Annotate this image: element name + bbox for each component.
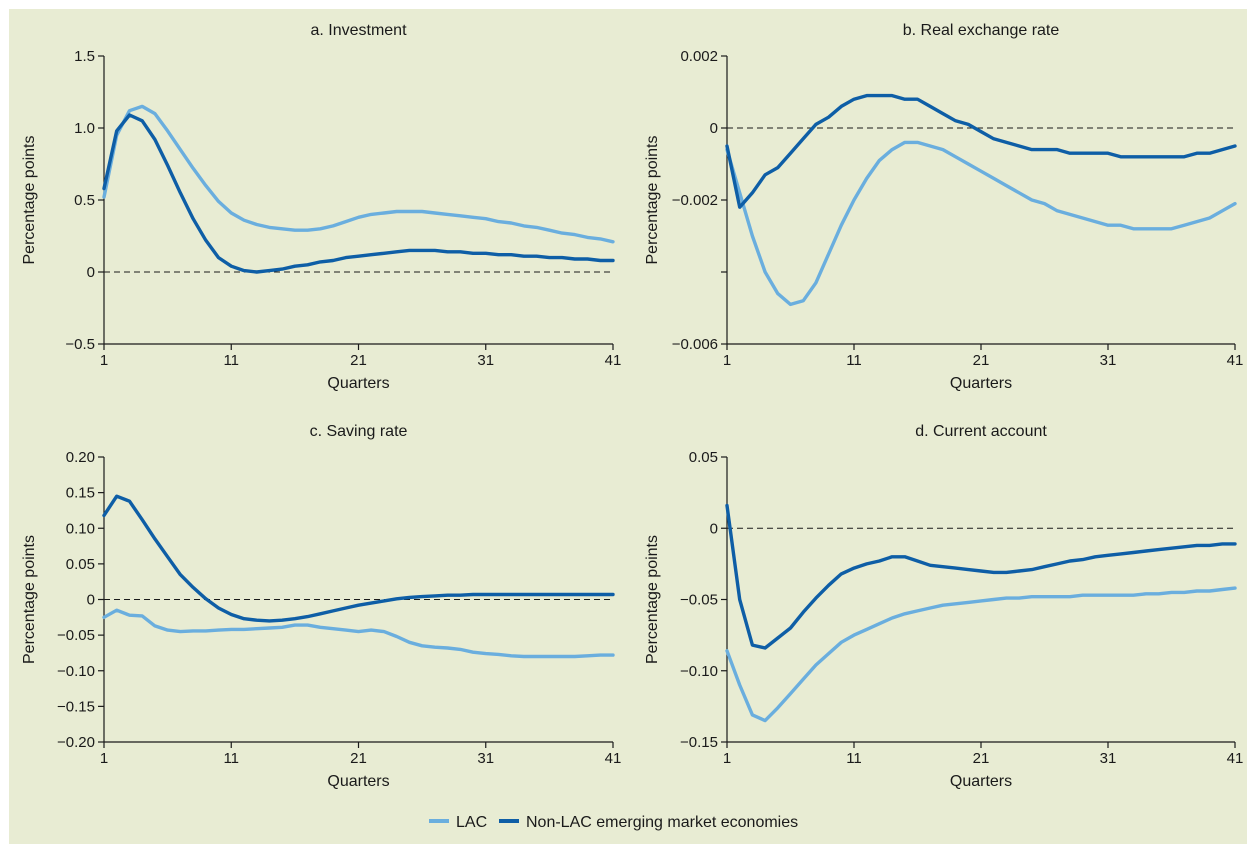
y-tick-label: −0.15 (57, 698, 95, 715)
chart-figure: a. Investment−0.500.51.01.51 11 21 31 41Quar… (9, 9, 1247, 844)
y-tick-label: 0 (87, 592, 95, 609)
x-tick-label: 21 (973, 352, 990, 369)
series-line-non-lac (725, 503, 1237, 650)
legend-label-non-lac: Non-LAC emerging market economies (526, 814, 798, 831)
x-axis-label: Quarters (950, 773, 1012, 790)
panel-title: b. Real exchange rate (903, 22, 1060, 39)
y-tick-label: −0.05 (57, 627, 95, 644)
y-axis-label: Percentage points (21, 136, 38, 265)
legend: LAC Non-LAC emerging market economies (429, 814, 798, 831)
y-tick-label: −0.05 (680, 592, 718, 609)
y-tick-label: −0.10 (57, 663, 95, 680)
panels: a. Investment−0.500.51.01.51 11 21 31 41Quar… (21, 22, 1243, 790)
panel-saving-rate: c. Saving rate −0.20 −0.15 −0.10 −0.05 0 0.05 0… (21, 423, 621, 790)
panel-title: a. Investment (310, 22, 407, 39)
figure: a. Investment −0.5 0 0.5 1.0 1.5 1 11 21 31 41 Quar… (9, 9, 1247, 844)
legend-label-lac: LAC (456, 814, 487, 831)
series-line-non-lac (102, 113, 615, 274)
y-tick-label: 1.5 (74, 48, 95, 65)
y-axis-label: Percentage points (21, 535, 38, 664)
y-tick-label: −0.15 (680, 734, 718, 751)
series-line-non-lac (102, 494, 615, 623)
series-line-lac (725, 140, 1237, 307)
y-axis-label: Percentage points (644, 535, 661, 664)
x-axis-label: Quarters (327, 773, 389, 790)
x-tick-label: 1 (723, 352, 731, 369)
series-line-lac (102, 104, 615, 244)
y-tick-label: 0 (710, 520, 718, 537)
x-tick-label: 41 (1227, 352, 1244, 369)
y-tick-label: 0.5 (74, 192, 95, 209)
y-tick-label: 0.002 (680, 48, 718, 65)
x-tick-label: 1 (100, 352, 108, 369)
y-tick-label: 0.15 (66, 485, 95, 502)
x-tick-label: 41 (605, 352, 622, 369)
x-tick-label: 11 (223, 750, 239, 767)
y-tick-label: −0.20 (57, 734, 95, 751)
x-tick-label: 1 (723, 750, 731, 767)
y-tick-label: 0.10 (66, 520, 95, 537)
y-tick-label: −0.002 (672, 192, 718, 209)
x-tick-label: 31 (1100, 750, 1117, 767)
y-tick-label: 0.05 (66, 556, 95, 573)
panel-real-exchange-rate: b. Real exchange rate −0.006 −0.002 0 0.002 1… (644, 22, 1243, 392)
x-tick-label: 21 (973, 750, 990, 767)
panel-title: c. Saving rate (310, 423, 408, 440)
x-axis-label: Quarters (950, 375, 1012, 392)
series-line-lac (102, 608, 615, 659)
y-tick-label: 0.05 (689, 449, 718, 466)
x-tick-label: 41 (1227, 750, 1244, 767)
y-tick-label: 1.0 (74, 120, 95, 137)
x-tick-label: 21 (350, 750, 367, 767)
figure-background (9, 9, 1247, 844)
x-tick-label: 21 (350, 352, 367, 369)
y-tick-label: 0 (710, 120, 718, 137)
x-tick-label: 31 (477, 750, 494, 767)
x-tick-label: 31 (477, 352, 494, 369)
y-tick-label: 0.20 (66, 449, 95, 466)
panel-title: d. Current account (915, 423, 1047, 440)
x-tick-label: 11 (846, 352, 862, 369)
y-tick-label: −0.10 (680, 663, 718, 680)
panel-investment: a. Investment−0.500.51.01.51 11 21 31 41Quar… (21, 22, 621, 392)
x-axis-label: Quarters (327, 375, 389, 392)
x-tick-label: 1 (100, 750, 108, 767)
x-tick-label: 11 (846, 750, 862, 767)
series-line-non-lac (725, 93, 1237, 209)
x-tick-label: 11 (223, 352, 239, 369)
y-tick-label: 0 (87, 264, 95, 281)
y-tick-label: −0.006 (672, 336, 718, 353)
y-tick-label: −0.5 (65, 336, 95, 353)
y-axis-label: Percentage points (644, 136, 661, 265)
series-line-lac (725, 586, 1237, 723)
x-tick-label: 31 (1100, 352, 1117, 369)
x-tick-label: 41 (605, 750, 622, 767)
